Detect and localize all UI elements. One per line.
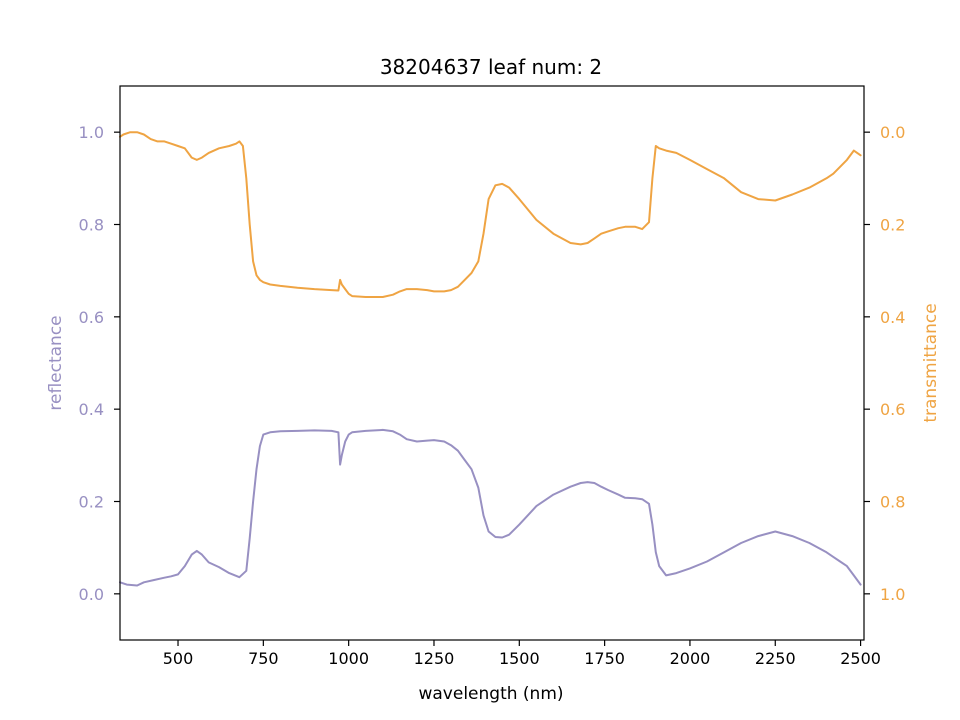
transmittance-series-line: [119, 131, 862, 298]
reflectance-series-line: [119, 428, 862, 587]
y-right-tick-label: 0.2: [880, 216, 905, 235]
x-tick-label: 1500: [499, 649, 540, 668]
x-tick-label: 2250: [755, 649, 796, 668]
y-right-tick-label: 0.6: [880, 400, 905, 419]
y-right-tick-label: 0.0: [880, 123, 905, 142]
y-right-tick-label: 0.8: [880, 493, 905, 512]
y-axis-right: 0.0 0.2 0.4 0.6 0.8 1.0: [864, 123, 905, 604]
x-tick-label: 1000: [328, 649, 369, 668]
x-axis: 500 750 1000 1250 1500 1750 2000 2250 2500: [163, 640, 881, 668]
x-tick-label: 1750: [584, 649, 625, 668]
y-left-tick-label: 1.0: [79, 123, 104, 142]
x-tick-label: 500: [163, 649, 194, 668]
y-axis-right-title: transmittance: [921, 303, 941, 422]
plot-series: [119, 131, 862, 587]
y-right-tick-label: 0.4: [880, 308, 905, 327]
x-tick-label: 750: [248, 649, 279, 668]
y-axis-left: 0.0 0.2 0.4 0.6 0.8 1.0: [79, 123, 120, 604]
x-tick-label: 2500: [840, 649, 881, 668]
y-left-tick-label: 0.0: [79, 585, 104, 604]
y-left-tick-label: 0.4: [79, 400, 104, 419]
chart-title: 38204637 leaf num: 2: [380, 55, 602, 79]
y-left-tick-label: 0.8: [79, 216, 104, 235]
y-axis-left-title: reflectance: [46, 315, 66, 410]
y-left-tick-label: 0.6: [79, 308, 104, 327]
x-tick-label: 2000: [670, 649, 711, 668]
y-left-tick-label: 0.2: [79, 493, 104, 512]
plot-frame: [119, 85, 865, 641]
x-axis-title: wavelength (nm): [418, 684, 563, 704]
x-tick-label: 1250: [414, 649, 455, 668]
y-right-tick-label: 1.0: [880, 585, 905, 604]
